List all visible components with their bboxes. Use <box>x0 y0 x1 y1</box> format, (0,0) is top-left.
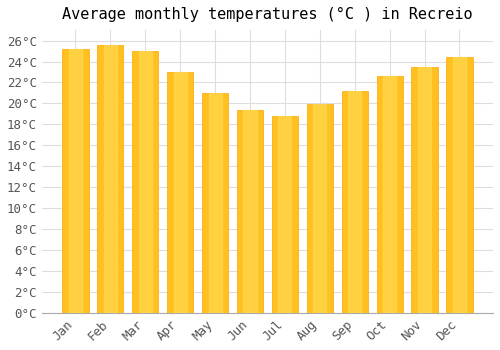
Bar <box>62 49 88 313</box>
Bar <box>412 67 438 313</box>
Bar <box>383 76 396 313</box>
Bar <box>237 110 263 313</box>
Bar <box>69 49 82 313</box>
Bar <box>272 116 298 313</box>
Bar <box>202 93 228 313</box>
Bar <box>167 72 193 313</box>
Bar <box>104 45 117 313</box>
Bar <box>314 105 326 313</box>
Bar <box>244 110 256 313</box>
Bar <box>348 91 362 313</box>
Bar <box>376 76 402 313</box>
Bar <box>132 51 158 313</box>
Bar <box>278 116 291 313</box>
Bar <box>208 93 222 313</box>
Bar <box>97 45 124 313</box>
Bar <box>453 57 466 313</box>
Bar <box>446 57 472 313</box>
Bar <box>342 91 368 313</box>
Title: Average monthly temperatures (°C ) in Recreio: Average monthly temperatures (°C ) in Re… <box>62 7 472 22</box>
Bar <box>306 105 333 313</box>
Bar <box>174 72 186 313</box>
Bar <box>418 67 431 313</box>
Bar <box>138 51 152 313</box>
